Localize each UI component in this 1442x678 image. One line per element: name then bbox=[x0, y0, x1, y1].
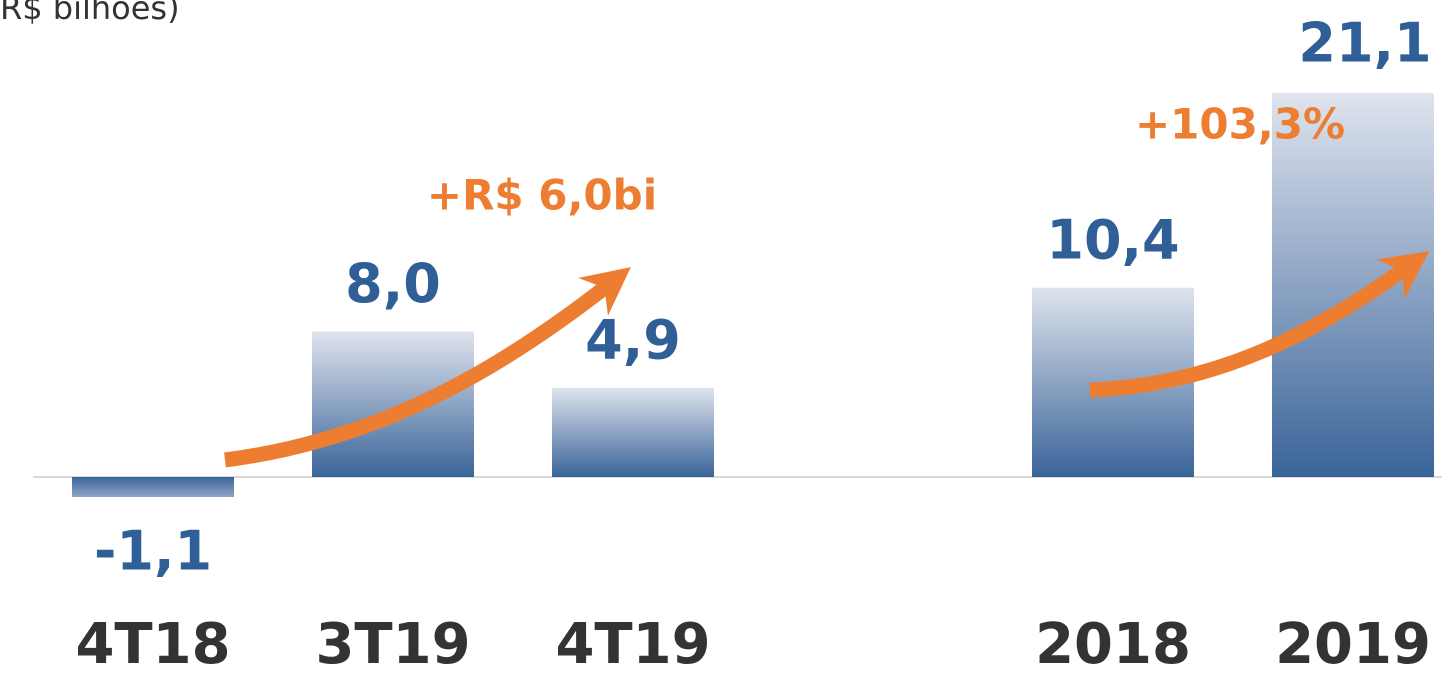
bar bbox=[1272, 93, 1434, 477]
data-label: -1,1 bbox=[94, 520, 212, 583]
bar bbox=[552, 387, 714, 477]
x-tick-label: 4T18 bbox=[75, 612, 230, 674]
data-label: 4,9 bbox=[585, 308, 681, 371]
annotation: +R$ 6,0bi bbox=[427, 171, 657, 220]
data-label: 21,1 bbox=[1298, 12, 1431, 75]
data-label: 10,4 bbox=[1046, 208, 1179, 271]
bar bbox=[72, 477, 234, 498]
data-label: 8,0 bbox=[345, 252, 441, 315]
x-tick-label: 4T19 bbox=[555, 612, 710, 674]
x-tick-label: 2019 bbox=[1275, 612, 1431, 674]
arrow bbox=[1089, 250, 1430, 398]
x-tick-label: 2018 bbox=[1035, 612, 1191, 674]
annotation: +103,3% bbox=[1135, 100, 1345, 149]
x-tick-label: 3T19 bbox=[315, 612, 470, 674]
chart-title: R$ bilhões) bbox=[0, 0, 180, 27]
bar bbox=[312, 331, 474, 477]
arrow bbox=[224, 267, 631, 468]
